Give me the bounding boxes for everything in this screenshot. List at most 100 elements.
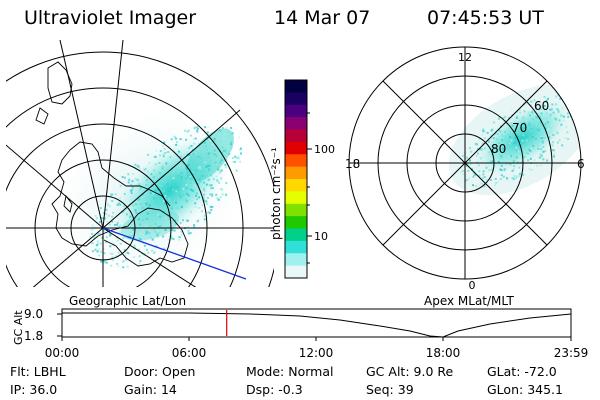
- aurora-pixel: [531, 136, 534, 139]
- aurora-pixel: [533, 112, 536, 115]
- aurora-pixel: [506, 148, 509, 150]
- aurora-pixel: [537, 102, 540, 105]
- aurora-pixel: [145, 248, 148, 251]
- aurora-pixel: [175, 190, 178, 193]
- mlt-label-12: 12: [458, 51, 472, 64]
- aurora-pixel: [521, 127, 524, 130]
- aurora-pixel: [551, 149, 554, 152]
- colorbar-block: [285, 129, 307, 143]
- aurora-pixel: [186, 219, 189, 222]
- aurora-pixel: [156, 233, 159, 236]
- aurora-pixel: [515, 116, 518, 119]
- aurora-pixel: [510, 139, 513, 142]
- aurora-pixel: [196, 192, 198, 195]
- aurora-pixel: [138, 262, 141, 265]
- aurora-pixel: [221, 169, 223, 172]
- aurora-pixel: [190, 211, 193, 213]
- aurora-pixel: [211, 194, 214, 197]
- aurora-pixel: [138, 183, 141, 186]
- aurora-pixel: [167, 151, 170, 153]
- aurora-pixel: [208, 184, 211, 187]
- aurora-pixel: [509, 136, 512, 138]
- aurora-pixel: [497, 160, 500, 163]
- gc-alt-param: GC Alt: 9.0 Re: [366, 364, 454, 379]
- aurora-pixel: [119, 197, 122, 200]
- aurora-pixel: [462, 173, 465, 175]
- aurora-pixel: [158, 162, 161, 164]
- aurora-pixel: [138, 218, 140, 221]
- aurora-pixel: [124, 254, 127, 257]
- aurora-pixel: [483, 137, 486, 140]
- aurora-pixel: [492, 152, 495, 155]
- aurora-pixel: [512, 168, 515, 171]
- aurora-pixel: [503, 168, 506, 171]
- aurora-pixel: [98, 221, 101, 224]
- aurora-pixel: [523, 156, 526, 159]
- aurora-pixel: [170, 207, 173, 210]
- aurora-pixel: [477, 152, 479, 155]
- aurora-pixel: [100, 260, 103, 262]
- aurora-pixel: [131, 186, 134, 189]
- aurora-pixel: [498, 116, 501, 119]
- aurora-pixel: [491, 168, 493, 171]
- aurora-pixel: [126, 265, 129, 268]
- aurora-pixel: [194, 137, 197, 140]
- aurora-pixel: [511, 170, 514, 172]
- aurora-pixel: [530, 100, 533, 103]
- aurora-pixel: [529, 157, 532, 160]
- aurora-pixel: [462, 155, 464, 157]
- aurora-pixel: [540, 137, 543, 139]
- aurora-pixel: [539, 153, 542, 156]
- aurora-pixel: [197, 155, 200, 158]
- aurora-pixel: [138, 237, 141, 240]
- aurora-pixel: [541, 155, 543, 158]
- aurora-pixel: [214, 134, 217, 137]
- aurora-pixel: [506, 160, 509, 163]
- aurora-pixel: [462, 170, 464, 172]
- aurora-pixel: [179, 138, 182, 141]
- aurora-pixel: [177, 207, 180, 209]
- mode-param: Mode: Normal: [246, 364, 334, 379]
- aurora-pixel: [510, 108, 513, 111]
- aurora-pixel: [108, 223, 111, 226]
- aurora-pixel: [189, 167, 192, 170]
- aurora-pixel: [138, 188, 141, 191]
- aurora-pixel: [107, 227, 110, 230]
- aurora-pixel: [94, 248, 97, 251]
- aurora-pixel: [527, 152, 530, 155]
- aurora-pixel: [516, 114, 519, 117]
- aurora-pixel: [145, 225, 148, 228]
- aurora-pixel: [492, 137, 495, 140]
- aurora-pixel: [188, 146, 191, 149]
- aurora-pixel: [489, 160, 492, 163]
- mlat-label-70: 70: [512, 121, 527, 135]
- aurora-pixel: [188, 153, 191, 156]
- aurora-pixel: [132, 228, 135, 231]
- aurora-pixel: [217, 168, 220, 171]
- aurora-pixel: [205, 183, 208, 186]
- aurora-pixel: [151, 249, 154, 252]
- aurora-pixel: [525, 128, 527, 131]
- aurora-pixel: [561, 107, 564, 110]
- colorbar-label: photon cm⁻²s⁻¹: [269, 147, 283, 240]
- aurora-pixel: [96, 217, 99, 220]
- aurora-pixel: [180, 233, 183, 236]
- aurora-pixel: [220, 157, 223, 160]
- aurora-pixel: [210, 187, 213, 190]
- aurora-pixel: [231, 157, 234, 159]
- aurora-pixel: [174, 223, 177, 226]
- aurora-pixel: [220, 177, 223, 180]
- aurora-pixel: [557, 94, 560, 97]
- aurora-pixel: [552, 152, 555, 155]
- aurora-pixel: [231, 133, 234, 135]
- aurora-pixel: [132, 172, 135, 175]
- aurora-pixel: [171, 170, 174, 173]
- aurora-pixel: [126, 251, 129, 254]
- aurora-pixel: [509, 155, 512, 157]
- aurora-pixel: [535, 116, 538, 119]
- aurora-pixel: [185, 187, 188, 190]
- aurora-pixel: [93, 237, 96, 239]
- aurora-pixel: [548, 136, 551, 139]
